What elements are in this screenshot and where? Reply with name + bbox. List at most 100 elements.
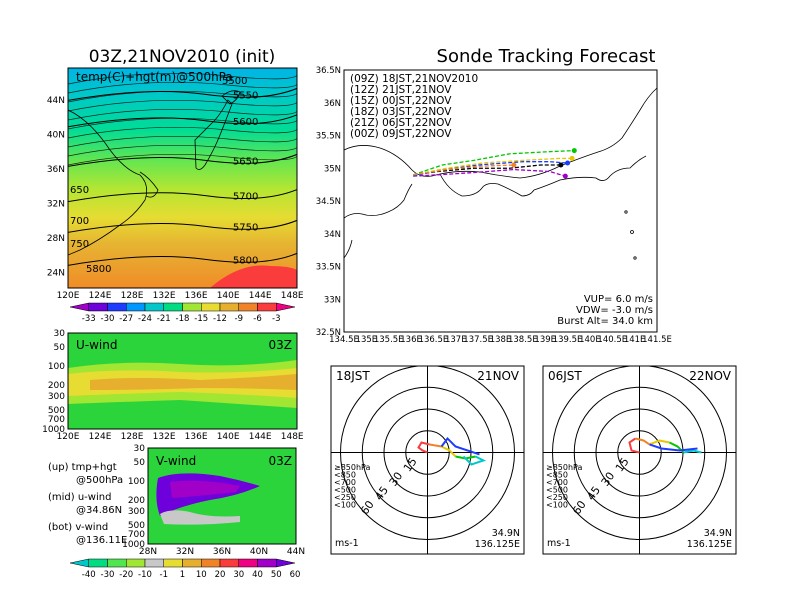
colorbar-label: 20 <box>215 570 226 580</box>
pressure-tick-label: 500 <box>48 406 65 416</box>
lon-ticks: 120E 124E 128E 132E 136E 140E 144E 148E <box>57 291 304 301</box>
colorbar-label: -15 <box>194 314 208 324</box>
sonde-track <box>413 168 566 177</box>
hodo-location-lat: 34.9N <box>492 528 520 539</box>
hodo-level-legend: ≥850hPa <box>546 463 583 472</box>
colorbar-swatch <box>257 558 277 568</box>
hodo-trace <box>649 439 670 446</box>
lat-tick-label: 32.5N <box>316 328 341 338</box>
sonde-track <box>413 157 573 176</box>
colorbar-label: -3 <box>272 314 280 324</box>
track-endpoint <box>562 173 568 179</box>
hodo-level-legend: <850 <box>334 471 356 480</box>
map-label: temp(C)+hgt(m)@500hPa <box>76 70 233 84</box>
contour-label: 5750 <box>233 222 258 233</box>
colorbar-swatch <box>107 558 127 568</box>
kyushu-coast <box>344 239 353 259</box>
contour-label: 5650 <box>233 156 258 167</box>
colorbar-label: -6 <box>253 314 261 324</box>
contour-line <box>68 219 297 233</box>
lon-tick-label: 148E <box>281 432 304 442</box>
colorbar-swatch <box>276 302 296 312</box>
lat-tick-label: 36.5N <box>316 66 341 76</box>
lon-tick-label: 139E <box>534 335 556 345</box>
lon-tick-label: 124E <box>89 291 112 301</box>
vwind-grey-band <box>160 510 240 525</box>
wind-colorbar: -40 -30 -20 -10 -1 1 10 20 30 40 50 60 <box>69 558 301 580</box>
colorbar-label: -30 <box>101 314 115 324</box>
hodo-location-lon: 136.125E <box>687 539 732 550</box>
kii-coast <box>439 173 535 197</box>
lat-tick-label: 28N <box>47 234 65 244</box>
hodo-trace <box>441 445 457 458</box>
top-contour-label: 5500 <box>222 76 247 87</box>
lon-tick-label: 140E <box>217 432 240 442</box>
track-endpoint <box>511 162 517 168</box>
panel-notes: (up) tmp+hgt @500hPa (mid) u-wind @34.86N (b… <box>48 462 127 546</box>
note-line: @500hPa <box>76 475 123 486</box>
colorbar-swatch <box>163 302 183 312</box>
colorbar-swatch <box>88 302 108 312</box>
hodo-level-legend: <250 <box>334 493 356 502</box>
note-line: (bot) v-wind <box>48 522 108 533</box>
lon-tick-label: 137.5E <box>463 335 493 345</box>
hodo-ring-label: 45 <box>584 484 603 503</box>
lat-tick-label: 33.5N <box>316 263 341 273</box>
hodo-trace <box>649 443 698 452</box>
korea-coast <box>139 171 159 198</box>
hodo-location-lon: 136.125E <box>475 539 520 550</box>
hodo-level-legend: <700 <box>334 478 356 487</box>
colorbar-label: -10 <box>138 570 152 580</box>
contour-line <box>68 153 297 167</box>
uwind-band-40 <box>90 374 297 390</box>
track-endpoint <box>571 148 577 154</box>
colorbar-swatch <box>163 558 183 568</box>
hodo-trace <box>628 437 640 454</box>
colorbar-swatch <box>238 302 258 312</box>
track-map: 36.5N 36N 35.5N 35N 34.5N 34N 33.5N 33N 32.5N 13… <box>316 66 672 345</box>
lat-tick-label: 35N <box>324 164 341 174</box>
hodo-level-legend: <250 <box>546 493 568 502</box>
contour-label: 5700 <box>233 192 258 203</box>
hodo-frame <box>542 365 737 555</box>
track-frame <box>343 69 658 333</box>
temperature-colorbar: -33 -30 -27 -24 -21 -18 -15 -12 -9 -6 -3 <box>69 302 296 324</box>
track-endpoint <box>558 162 564 168</box>
tokai-coast <box>533 155 647 191</box>
contour-line <box>68 124 297 139</box>
sonde-tracks <box>413 148 577 179</box>
hodo-date: 22NOV <box>689 369 731 383</box>
colorbar-swatch <box>201 558 221 568</box>
hodo-frame <box>330 365 525 555</box>
pressure-tick-label: 300 <box>48 392 65 402</box>
lon-tick-label: 144E <box>249 432 272 442</box>
colorbar-label: 60 <box>290 570 301 580</box>
contour-line <box>68 115 297 130</box>
pressure-tick-label: 500 <box>128 521 145 531</box>
vwind-frame <box>147 447 297 545</box>
hodo-ring-label: 45 <box>372 484 391 503</box>
colorbar-label: 1 <box>180 570 185 580</box>
hodo-ring-label: 60 <box>570 498 589 517</box>
colorbar-label: -12 <box>213 314 227 324</box>
colorbar-swatch <box>276 558 296 568</box>
hodo-location-lat: 34.9N <box>704 528 732 539</box>
colorbar-label: 10 <box>196 570 207 580</box>
colorbar-label: -27 <box>119 314 133 324</box>
colorbar-swatch <box>182 302 202 312</box>
pressure-tick-label: 200 <box>48 381 65 391</box>
track-endpoint <box>565 160 571 166</box>
uwind-title: U-wind <box>76 338 117 352</box>
lat-tick-label: 36N <box>324 99 341 109</box>
legend-entry: (21Z) 06JST,22NOV <box>350 117 452 129</box>
contour-line <box>68 88 297 103</box>
continent-coast <box>68 109 148 256</box>
pressure-tick-label: 700 <box>48 415 65 425</box>
legend-entry: (12Z) 21JST,21NOV <box>350 84 452 96</box>
colorbar-label: -24 <box>138 314 152 324</box>
legend-entry: (00Z) 09JST,22NOV <box>350 128 452 140</box>
legend-entry: (15Z) 00JST,22NOV <box>350 95 452 107</box>
